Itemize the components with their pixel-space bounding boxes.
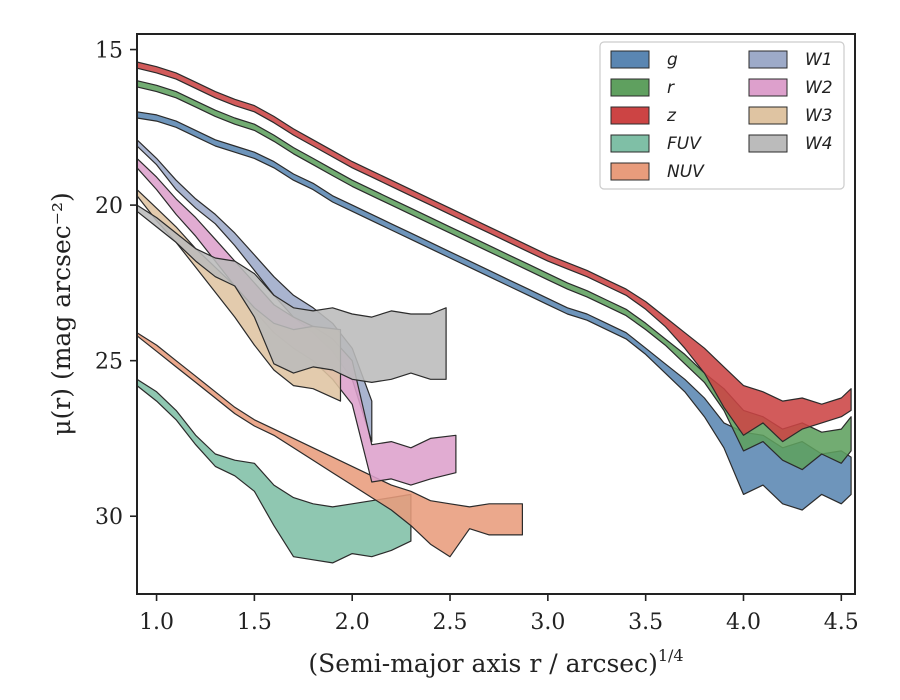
plot-frame	[136, 33, 856, 595]
legend-label-w3: W3	[805, 106, 833, 126]
band-w1	[136, 139, 373, 443]
y-tick-label: 15	[95, 39, 123, 64]
y-tick-label: 20	[95, 194, 123, 219]
band-w4	[136, 204, 447, 383]
x-tick-label: 3.5	[628, 610, 663, 635]
band-nuv	[136, 332, 523, 558]
x-axis-label-sup: 1/4	[658, 646, 684, 665]
x-axis-label: (Semi-major axis r / arcsec)1/4	[308, 646, 683, 678]
legend-label-w2: W2	[805, 78, 833, 98]
x-axis-label-main: (Semi-major axis r / arcsec)	[308, 649, 657, 678]
x-tick-label: 2.5	[433, 610, 468, 635]
legend-label-r: r	[667, 78, 675, 98]
x-tick-label: 4.5	[824, 610, 859, 635]
legend-swatch-z	[610, 106, 650, 125]
legend-swatch-fuv	[610, 134, 650, 153]
legend-swatch-nuv	[610, 162, 650, 181]
band-z	[136, 61, 852, 443]
band-layer	[136, 61, 852, 564]
legend-swatch-w1	[748, 50, 788, 69]
legend: grz FUV NUV W1 W2 W3 W4	[599, 41, 845, 190]
legend-swatch-r	[610, 78, 650, 97]
legend-swatch-g	[610, 50, 650, 69]
legend-label-w1: W1	[805, 50, 833, 70]
legend-swatch-w3	[748, 106, 788, 125]
legend-label-nuv: NUV	[667, 162, 705, 182]
y-tick-label: 25	[95, 350, 123, 375]
x-tick-label: 4.0	[726, 610, 761, 635]
y-axis: 15 20 25 30	[95, 39, 137, 530]
x-tick-label: 2.0	[335, 610, 370, 635]
band-fuv	[136, 378, 412, 564]
band-w3	[136, 189, 342, 402]
legend-label-g: g	[667, 50, 678, 70]
x-tick-label: 3.0	[530, 610, 565, 635]
legend-swatch-w2	[748, 78, 788, 97]
legend-label-fuv: FUV	[667, 134, 702, 154]
x-tick-label: 1.0	[139, 610, 174, 635]
legend-swatch-w4	[748, 134, 788, 153]
legend-label-w4: W4	[805, 134, 833, 154]
legend-label-z: z	[666, 106, 677, 126]
y-axis-label: μ(r) (mag arcsec⁻²)	[47, 192, 76, 435]
legend-items: grz FUV NUV W1 W2 W3 W4	[610, 50, 833, 182]
band-g	[136, 111, 852, 511]
x-tick-label: 1.5	[237, 610, 272, 635]
y-tick-label: 30	[95, 505, 123, 530]
x-axis: 1.0 1.5 2.0 2.5 3.0 3.5 4.0 4.5	[139, 594, 859, 635]
